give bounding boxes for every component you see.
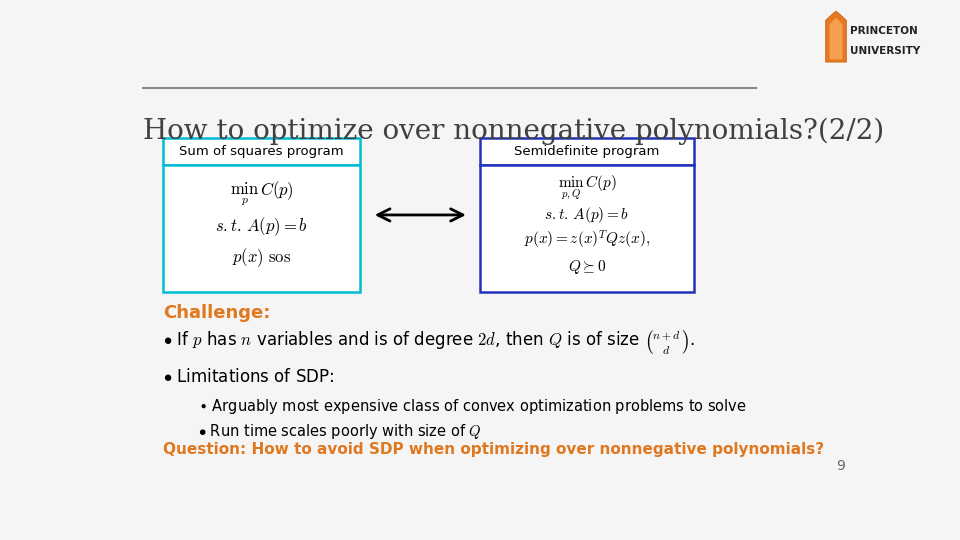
Bar bbox=[480, 165, 693, 292]
Text: Semidefinite program: Semidefinite program bbox=[515, 145, 660, 158]
Text: $Q \succeq 0$: $Q \succeq 0$ bbox=[567, 258, 606, 275]
Text: UNIVERSITY: UNIVERSITY bbox=[851, 46, 921, 56]
Text: Question: How to avoid SDP when optimizing over nonnegative polynomials?: Question: How to avoid SDP when optimizi… bbox=[162, 442, 824, 457]
Text: $s.t.\,A(p) = b$: $s.t.\,A(p) = b$ bbox=[215, 215, 308, 238]
Bar bbox=[162, 165, 360, 292]
Text: 9: 9 bbox=[836, 459, 845, 473]
Text: Challenge:: Challenge: bbox=[162, 303, 270, 321]
Text: $p(x)\ \mathrm{sos}$: $p(x)\ \mathrm{sos}$ bbox=[232, 246, 291, 269]
Bar bbox=[480, 138, 693, 165]
Text: $s.t.\,A(p) = b$: $s.t.\,A(p) = b$ bbox=[544, 205, 630, 225]
Text: How to optimize over nonnegative polynomials?(2/2): How to optimize over nonnegative polynom… bbox=[143, 117, 884, 145]
Text: Sum of squares program: Sum of squares program bbox=[180, 145, 344, 158]
Polygon shape bbox=[829, 17, 843, 59]
Text: $\bullet$ Limitations of SDP:: $\bullet$ Limitations of SDP: bbox=[162, 368, 334, 386]
Text: PRINCETON: PRINCETON bbox=[851, 26, 918, 36]
Text: $\bullet$ Run time scales poorly with size of $Q$: $\bullet$ Run time scales poorly with si… bbox=[198, 422, 481, 441]
Text: $\min_p\, C(p)$: $\min_p\, C(p)$ bbox=[229, 180, 294, 208]
Text: $p(x) = z(x)^T Qz(x),$: $p(x) = z(x)^T Qz(x),$ bbox=[524, 230, 650, 252]
Bar bbox=[162, 138, 360, 165]
Polygon shape bbox=[826, 11, 847, 62]
Text: $\bullet$ Arguably most expensive class of convex optimization problems to solve: $\bullet$ Arguably most expensive class … bbox=[198, 397, 747, 416]
Text: $\min_{p,Q}\, C(p)$: $\min_{p,Q}\, C(p)$ bbox=[558, 174, 616, 202]
Text: $\bullet$ If $p$ has $n$ variables and is of degree $2d$, then $Q$ is of size $\: $\bullet$ If $p$ has $n$ variables and i… bbox=[162, 328, 695, 356]
